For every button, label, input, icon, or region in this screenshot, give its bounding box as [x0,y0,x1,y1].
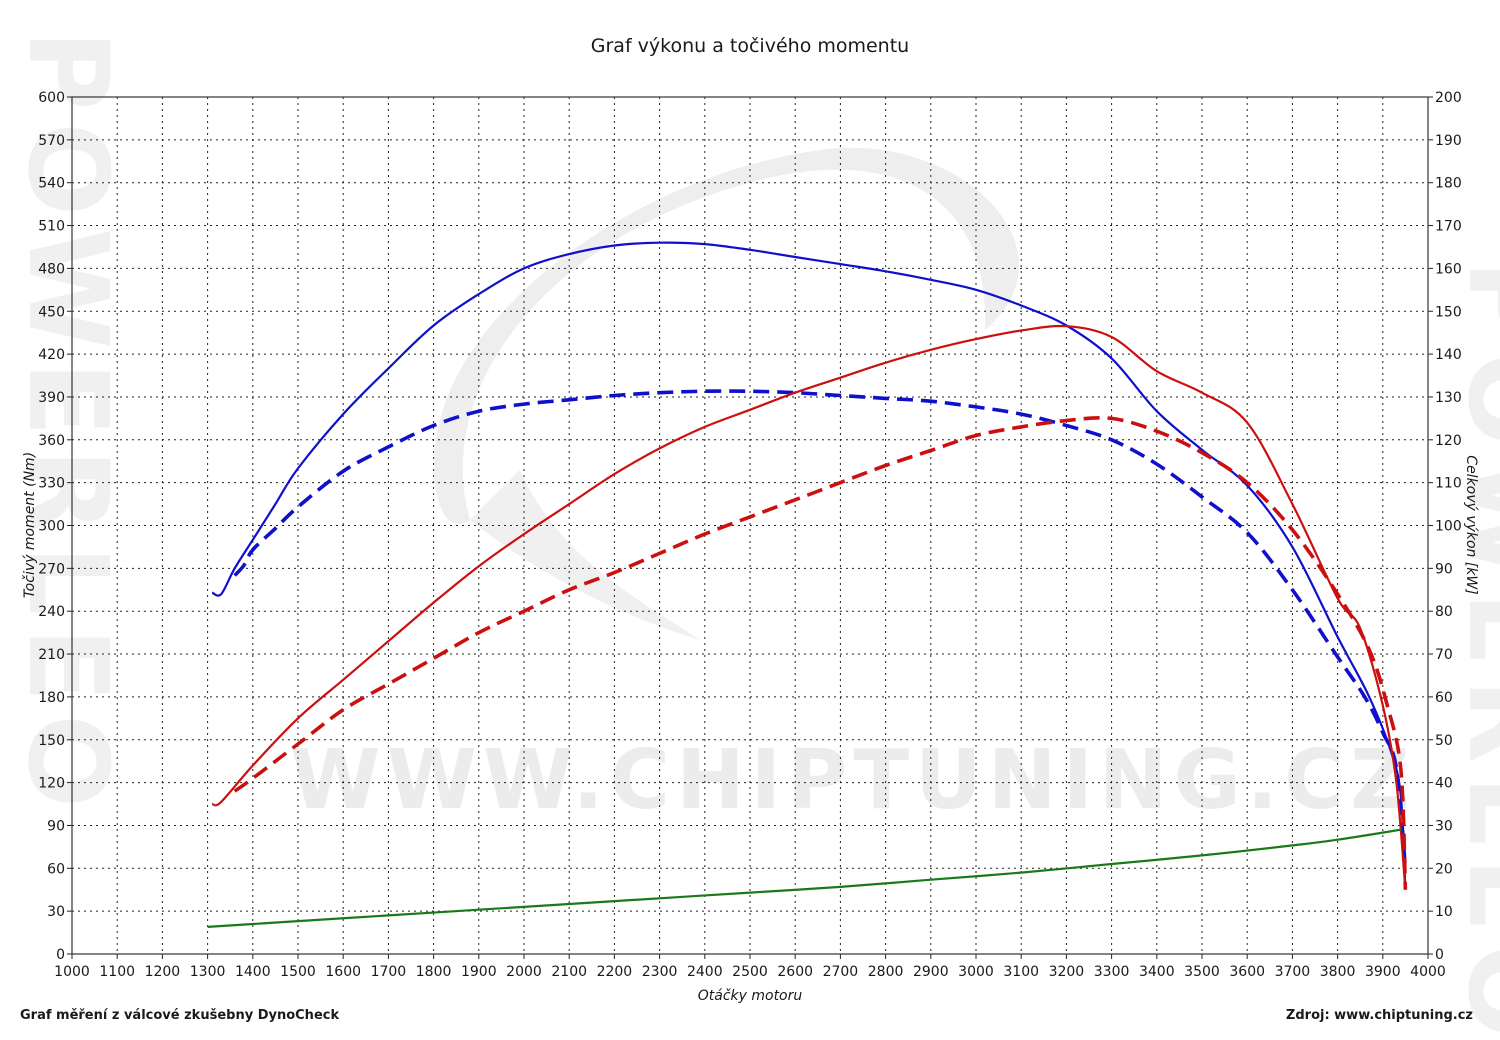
y-right-tick-label: 80 [1435,604,1453,620]
y-right-tick-label: 140 [1435,347,1462,363]
y-left-tick-label: 210 [38,647,65,663]
y-left-tick-label: 0 [56,947,65,963]
y-right-tick-label: 160 [1435,261,1462,277]
y-right-tick-label: 0 [1435,947,1444,963]
x-tick-label: 1400 [235,964,271,980]
x-tick-label: 2900 [913,964,949,980]
x-tick-label: 2200 [597,964,633,980]
x-tick-label: 1600 [325,964,361,980]
y-left-tick-label: 180 [38,690,65,706]
y-right-tick-label: 120 [1435,433,1462,449]
y-left-tick-label: 90 [47,818,65,834]
watermark: WWW.CHIPTUNING.CZ POWERLEO POWERLEO [4,30,1500,1040]
x-tick-label: 1000 [54,964,90,980]
footer-left: Graf měření z válcové zkušebny DynoCheck [20,1008,339,1023]
torque-tuned-line [211,241,1407,890]
grid [71,96,1429,955]
y-left-tick-label: 240 [38,604,65,620]
x-tick-label: 2300 [642,964,678,980]
y-right-tick-label: 170 [1435,219,1462,235]
series [207,241,1408,928]
y-right-tick-label: 70 [1435,647,1453,663]
y-left-tick-label: 540 [38,176,65,192]
y-left-tick-label: 480 [38,261,65,277]
y-right-tick-label: 200 [1435,90,1462,106]
x-tick-label: 2800 [868,964,904,980]
x-tick-label: 3400 [1139,964,1175,980]
watermark-swoosh [434,147,1019,524]
y-right-tick-label: 10 [1435,904,1453,920]
y-right-tick-label: 150 [1435,304,1462,320]
x-tick-label: 3200 [1049,964,1085,980]
y-axis-left-label: Točivý moment (Nm) [22,452,38,598]
x-tick-label: 1300 [190,964,226,980]
y-right-tick-label: 110 [1435,476,1462,492]
x-tick-label: 2600 [777,964,813,980]
x-tick-label: 4000 [1410,964,1446,980]
y-right-tick-label: 90 [1435,561,1453,577]
x-tick-label: 3300 [1094,964,1130,980]
y-left-tick-label: 300 [38,519,65,535]
y-right-tick-label: 30 [1435,818,1453,834]
y-left-tick-label: 420 [38,347,65,363]
watermark-text: WWW.CHIPTUNING.CZ [290,733,1416,828]
y-left-tick-label: 570 [38,133,65,149]
x-tick-label: 3000 [958,964,994,980]
x-tick-label: 3100 [1003,964,1039,980]
y-right-tick-label: 40 [1435,776,1453,792]
y-left-tick-label: 120 [38,776,65,792]
x-tick-label: 3800 [1320,964,1356,980]
y-left-tick-label: 30 [47,904,65,920]
y-right-tick-label: 130 [1435,390,1462,406]
power-stock-line [233,415,1408,890]
loss-line [207,828,1402,928]
x-tick-label: 3600 [1229,964,1265,980]
y-right-tick-label: 100 [1435,519,1462,535]
x-tick-label: 1900 [461,964,497,980]
x-tick-label: 1100 [99,964,135,980]
x-tick-label: 1800 [416,964,452,980]
watermark-side-left: POWERLEO [4,30,132,820]
power-tuned-line [211,324,1407,890]
x-tick-label: 3900 [1365,964,1401,980]
x-tick-label: 3700 [1275,964,1311,980]
x-tick-label: 1700 [371,964,407,980]
ticks: 1000 1100 1200 1300 1400 1500 1600 1700 1800 1900… [38,90,1461,980]
y-left-tick-label: 510 [38,219,65,235]
plot-area [71,96,1429,955]
chart-title: Graf výkonu a točivého momentu [591,35,909,57]
x-tick-label: 2400 [687,964,723,980]
footer-right: Zdroj: www.chiptuning.cz [1286,1008,1473,1023]
y-right-tick-label: 60 [1435,690,1453,706]
x-axis-label: Otáčky motoru [698,988,803,1004]
torque-stock-line [233,389,1408,869]
y-right-tick-label: 180 [1435,176,1462,192]
y-axis-right-label: Celkový výkon [kW] [1463,455,1479,594]
y-right-tick-label: 20 [1435,861,1453,877]
x-tick-label: 1200 [145,964,181,980]
x-tick-label: 3500 [1184,964,1220,980]
y-right-tick-label: 190 [1435,133,1462,149]
x-tick-label: 2100 [551,964,587,980]
watermark-side-right: POWERLEO [1444,260,1500,1040]
y-left-tick-label: 330 [38,476,65,492]
y-left-tick-label: 600 [38,90,65,106]
x-tick-label: 2000 [506,964,542,980]
y-left-tick-label: 60 [47,861,65,877]
watermark-swoosh-2 [470,470,700,640]
y-left-tick-label: 390 [38,390,65,406]
y-left-tick-label: 450 [38,304,65,320]
y-left-tick-label: 360 [38,433,65,449]
y-right-tick-label: 50 [1435,733,1453,749]
x-tick-label: 2700 [823,964,859,980]
x-tick-label: 2500 [732,964,768,980]
y-left-tick-label: 150 [38,733,65,749]
x-tick-label: 1500 [280,964,316,980]
y-left-tick-label: 270 [38,561,65,577]
